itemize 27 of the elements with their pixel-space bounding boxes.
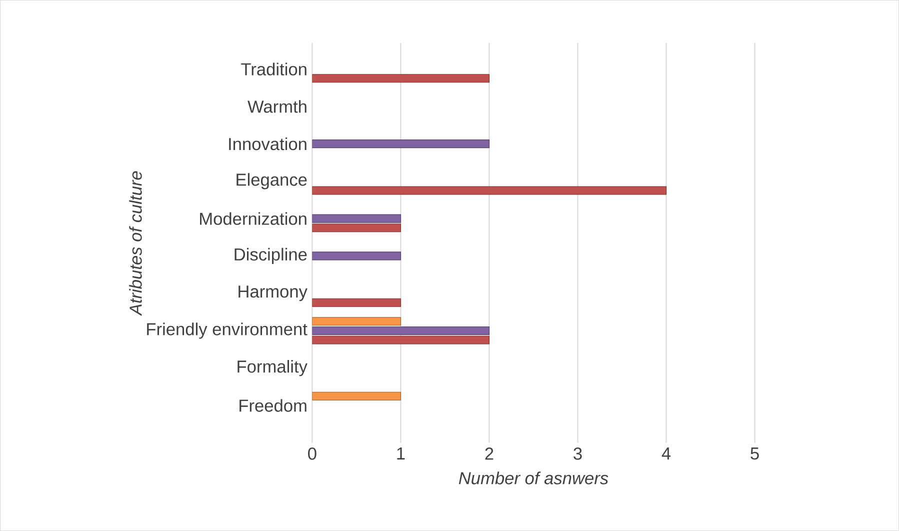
y-tick-label: Innovation (229, 137, 306, 150)
x-tick-label: 4 (662, 448, 671, 460)
y-tick-label: Modernization (200, 212, 306, 225)
bar (312, 317, 401, 326)
y-tick-label: Tradition (241, 62, 306, 76)
bar (312, 326, 490, 335)
y-axis-title: Atributes of culture (129, 171, 142, 316)
y-tick-label: Freedom (240, 399, 306, 412)
bar (312, 392, 401, 400)
x-tick-label: 5 (750, 448, 759, 460)
y-tick-label: Elegance (236, 173, 307, 190)
x-axis-title: Number of asnwers (458, 472, 608, 484)
y-tick-label: Formality (238, 360, 308, 376)
bar (312, 140, 490, 148)
x-tick-label: 3 (574, 448, 582, 460)
y-tick-label: Friendly environment (147, 322, 308, 339)
bar (312, 74, 490, 83)
bar (312, 252, 401, 260)
bar (312, 214, 401, 223)
y-tick-label: Harmony (238, 286, 308, 302)
y-tick-label: Warmth (248, 100, 306, 113)
x-tick-label: 2 (485, 448, 494, 460)
x-tick-label: 1 (397, 448, 405, 460)
bar (312, 298, 401, 307)
x-tick-label: 0 (308, 448, 316, 460)
y-tick-label: Discipline (234, 248, 307, 264)
bar (312, 224, 401, 232)
